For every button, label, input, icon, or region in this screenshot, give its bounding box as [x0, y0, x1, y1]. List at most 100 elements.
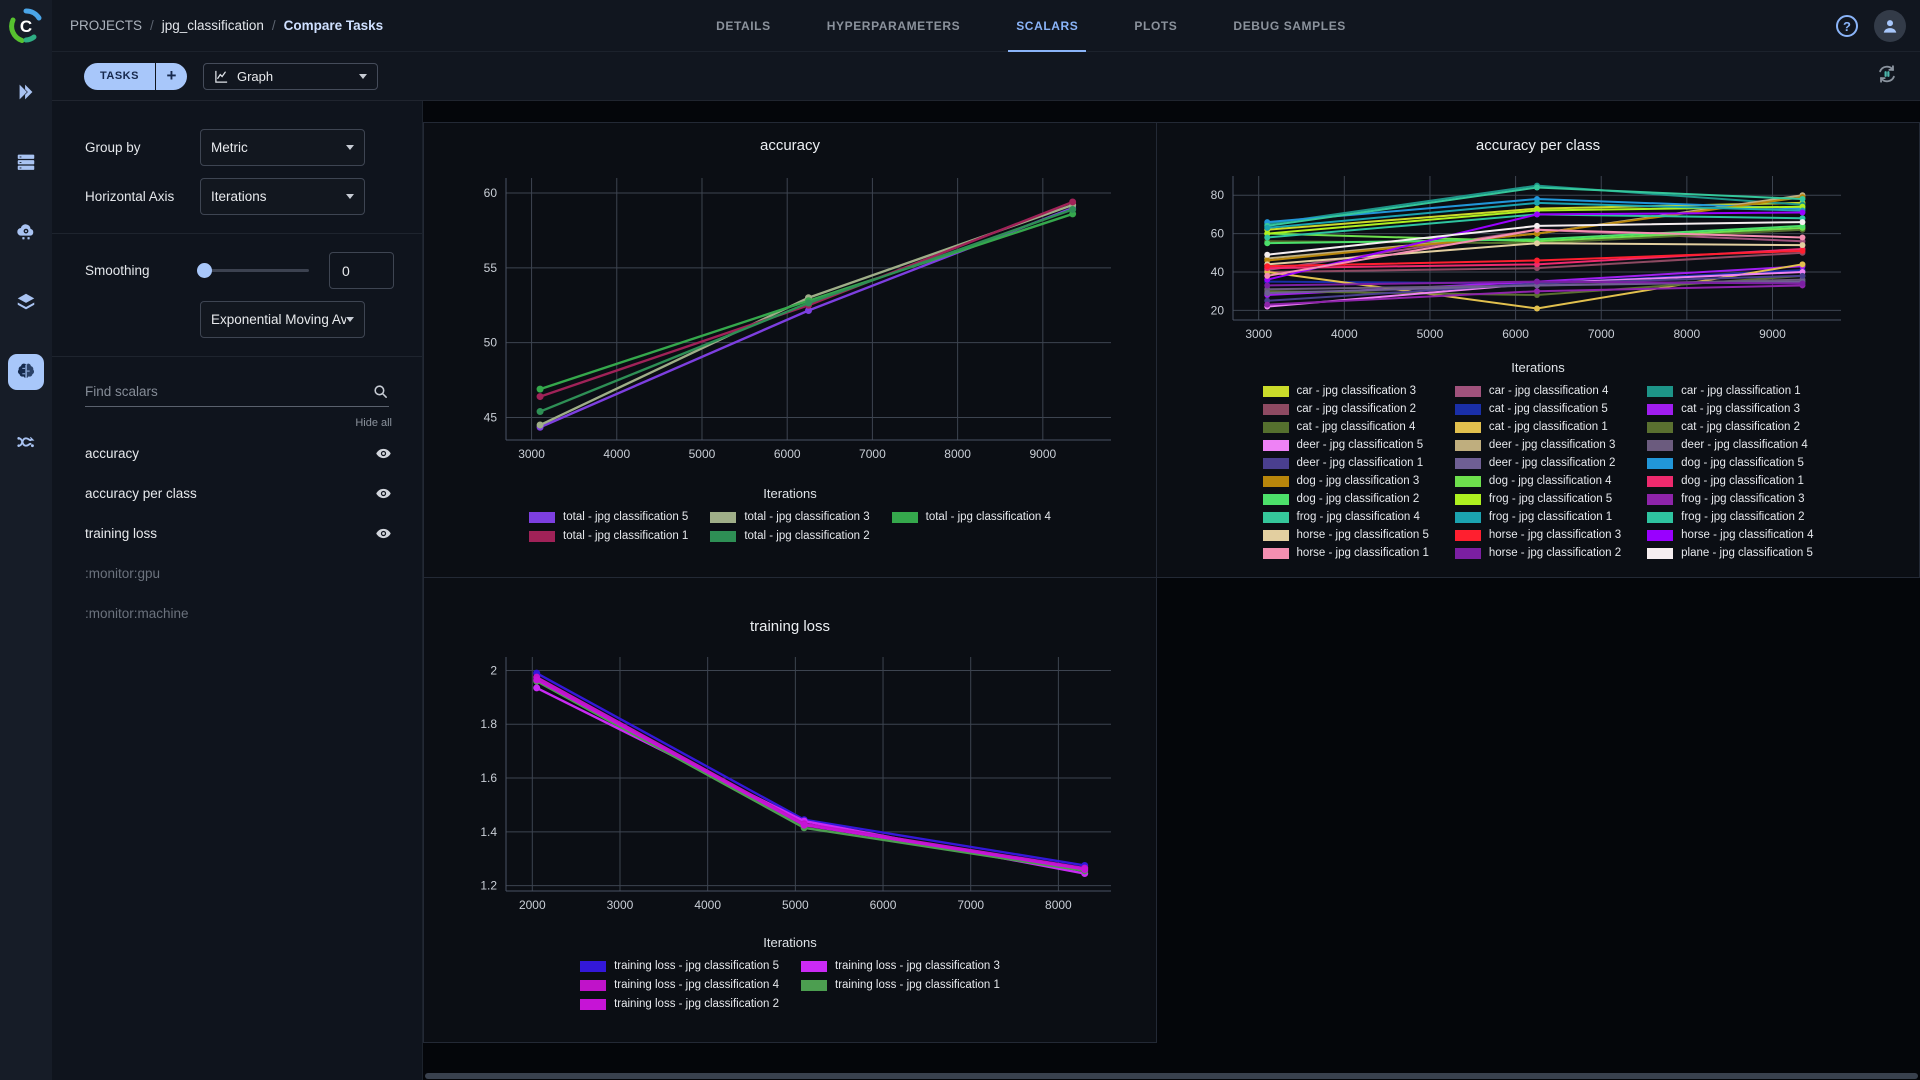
legend-swatch — [1647, 547, 1674, 559]
horizontal-axis-dropdown[interactable]: Iterations — [200, 178, 365, 215]
experiments-brain-icon[interactable] — [8, 354, 44, 390]
legend-item[interactable]: car - jpg classification 4 — [1454, 385, 1621, 397]
legend-item[interactable]: total - jpg classification 1 — [529, 530, 688, 542]
chart-canvas-accuracy-per-class[interactable]: 3000 4000 5000 6000 7000 8000 9000 20 40 60 80 — [1157, 160, 1919, 356]
view-mode-dropdown[interactable]: Graph — [202, 62, 378, 90]
legend-item[interactable]: dog - jpg classification 3 — [1262, 475, 1429, 487]
tab-hyperparameters[interactable]: HYPERPARAMETERS — [826, 19, 961, 33]
svg-text:6000: 6000 — [1502, 327, 1529, 341]
legend-item[interactable]: training loss - jpg classification 1 — [801, 979, 1000, 991]
refresh-pause-icon[interactable] — [1876, 63, 1898, 90]
chart-canvas-accuracy[interactable]: 3000 4000 5000 6000 7000 8000 9000 45 50 55 60 — [424, 160, 1156, 482]
legend-item[interactable]: cat - jpg classification 2 — [1647, 421, 1813, 433]
smoothing-slider[interactable] — [197, 263, 309, 278]
legend-item[interactable]: car - jpg classification 2 — [1262, 403, 1429, 415]
legend-item[interactable]: total - jpg classification 4 — [891, 511, 1051, 523]
clearml-logo[interactable]: C — [8, 8, 44, 44]
breadcrumb-current-page[interactable]: Compare Tasks — [283, 18, 384, 33]
legend-item[interactable]: car - jpg classification 1 — [1647, 385, 1813, 397]
legend-label: horse - jpg classification 2 — [1488, 547, 1622, 559]
scalar-item-training-loss[interactable]: training loss — [52, 513, 422, 553]
legend-item[interactable]: deer - jpg classification 1 — [1262, 457, 1429, 469]
legend-item[interactable]: deer - jpg classification 4 — [1647, 439, 1813, 451]
eye-icon[interactable] — [375, 525, 392, 542]
tab-debug-samples[interactable]: DEBUG SAMPLES — [1233, 19, 1346, 33]
scalar-item-label: accuracy — [85, 445, 140, 461]
legend-item[interactable]: car - jpg classification 3 — [1262, 385, 1429, 397]
legend-item[interactable]: training loss - jpg classification 3 — [801, 960, 1000, 972]
applications-icon[interactable] — [8, 214, 44, 250]
svg-text:5000: 5000 — [782, 898, 809, 912]
pipelines-icon[interactable] — [8, 424, 44, 460]
legend-item[interactable]: frog - jpg classification 4 — [1262, 511, 1429, 523]
horizontal-axis-value: Iterations — [211, 189, 267, 204]
legend-label: horse - jpg classification 5 — [1296, 529, 1429, 541]
legend-swatch — [1262, 547, 1289, 559]
legend-item[interactable]: total - jpg classification 3 — [710, 511, 870, 523]
workers-icon[interactable] — [8, 144, 44, 180]
hide-all-button[interactable]: Hide all — [355, 417, 392, 429]
legend-swatch — [1647, 385, 1674, 397]
eye-icon[interactable] — [375, 485, 392, 502]
legend-item[interactable]: deer - jpg classification 3 — [1454, 439, 1621, 451]
legend-item[interactable]: total - jpg classification 5 — [529, 511, 688, 523]
slider-thumb[interactable] — [197, 263, 213, 278]
group-by-dropdown[interactable]: Metric — [200, 129, 365, 166]
legend-item[interactable]: cat - jpg classification 1 — [1454, 421, 1621, 433]
add-task-button[interactable]: + — [154, 62, 187, 90]
chart-canvas-training-loss[interactable]: 2000 3000 4000 5000 6000 7000 8000 1.2 1.4 1.6 1.8… — [424, 643, 1156, 931]
legend-item[interactable]: deer - jpg classification 5 — [1262, 439, 1429, 451]
help-icon[interactable]: ? — [1836, 15, 1858, 37]
svg-text:C: C — [20, 17, 32, 36]
legend-item[interactable]: cat - jpg classification 4 — [1262, 421, 1429, 433]
legend-item[interactable]: frog - jpg classification 3 — [1647, 493, 1813, 505]
legend-label: training loss - jpg classification 3 — [835, 960, 1000, 972]
tab-scalars[interactable]: SCALARS — [990, 0, 1104, 52]
legend-item[interactable]: frog - jpg classification 2 — [1647, 511, 1813, 523]
smoothing-type-dropdown[interactable]: Exponential Moving Av... — [200, 301, 365, 338]
breadcrumb-project-name[interactable]: jpg_classification — [161, 18, 264, 33]
legend-swatch — [1454, 529, 1481, 541]
legend-swatch — [1647, 439, 1674, 451]
legend-item[interactable]: training loss - jpg classification 5 — [580, 960, 779, 972]
legend-item[interactable]: horse - jpg classification 2 — [1454, 547, 1622, 559]
legend-item[interactable]: horse - jpg classification 5 — [1262, 529, 1429, 541]
legend-item[interactable]: frog - jpg classification 1 — [1454, 511, 1621, 523]
tab-details[interactable]: DETAILS — [716, 19, 771, 33]
legend-label: deer - jpg classification 3 — [1488, 439, 1616, 451]
tasks-button[interactable]: TASKS — [84, 62, 155, 90]
legend-item[interactable]: dog - jpg classification 2 — [1262, 493, 1429, 505]
breadcrumb-projects[interactable]: PROJECTS — [70, 18, 143, 33]
legend-item[interactable]: training loss - jpg classification 4 — [580, 979, 779, 991]
search-input[interactable] — [85, 384, 372, 399]
legend-item[interactable]: deer - jpg classification 2 — [1454, 457, 1621, 469]
legend-item[interactable]: horse - jpg classification 4 — [1647, 529, 1813, 541]
charts-area: accuracy 3000 4000 5000 6000 7000 8000 9000 45 5… — [423, 101, 1920, 1080]
tab-plots[interactable]: PLOTS — [1134, 19, 1178, 33]
user-avatar[interactable] — [1874, 10, 1906, 42]
legend-item[interactable]: training loss - jpg classification 2 — [580, 998, 779, 1010]
legend-item[interactable]: dog - jpg classification 4 — [1454, 475, 1621, 487]
scalar-item-monitor-machine[interactable]: :monitor:machine — [52, 593, 422, 633]
horizontal-scrollbar[interactable] — [425, 1073, 1918, 1079]
legend-item[interactable]: total - jpg classification 2 — [710, 530, 870, 542]
legend-swatch — [710, 511, 737, 523]
legend-item[interactable]: dog - jpg classification 5 — [1647, 457, 1813, 469]
legend-item[interactable]: horse - jpg classification 3 — [1454, 529, 1621, 541]
eye-icon[interactable] — [375, 445, 392, 462]
legend-item[interactable]: cat - jpg classification 3 — [1647, 403, 1813, 415]
search-icon[interactable] — [372, 383, 389, 400]
smoothing-value-input[interactable] — [329, 252, 394, 289]
scalar-item-monitor-gpu[interactable]: :monitor:gpu — [52, 553, 422, 593]
svg-text:9000: 9000 — [1029, 447, 1056, 461]
legend-item[interactable]: horse - jpg classification 1 — [1262, 547, 1429, 559]
legend-item[interactable]: dog - jpg classification 1 — [1647, 475, 1813, 487]
run-icon[interactable] — [8, 74, 44, 110]
legend-item[interactable]: cat - jpg classification 5 — [1454, 403, 1621, 415]
scalar-item-accuracy[interactable]: accuracy — [52, 433, 422, 473]
scalar-item-accuracy-per-class[interactable]: accuracy per class — [52, 473, 422, 513]
legend-item[interactable]: plane - jpg classification 5 — [1647, 547, 1813, 559]
legend-item[interactable]: frog - jpg classification 5 — [1454, 493, 1621, 505]
datasets-icon[interactable] — [8, 284, 44, 320]
chart-card-training-loss: training loss 2000 3000 4000 5000 6000 7000 80… — [423, 577, 1157, 1043]
